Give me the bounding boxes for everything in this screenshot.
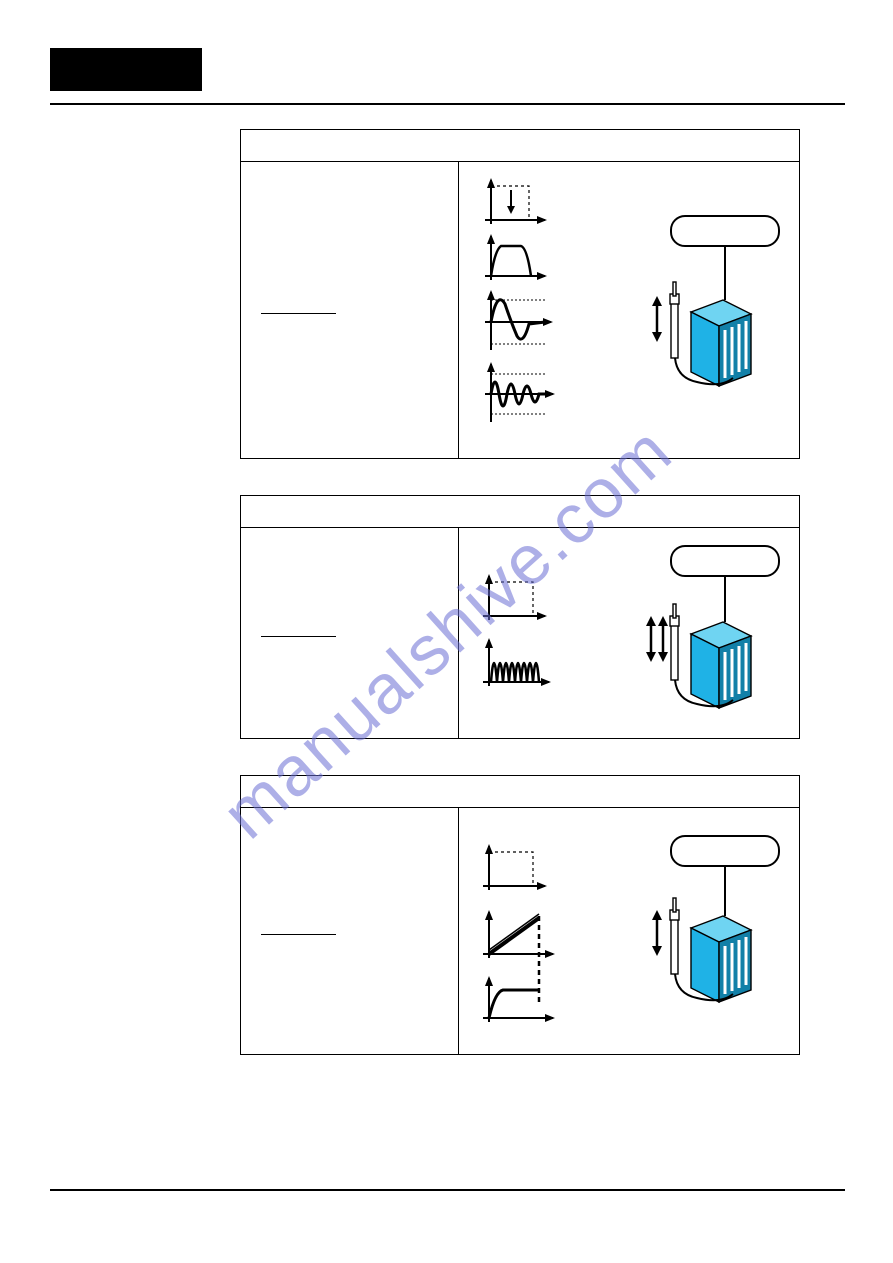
table-c-header xyxy=(241,776,800,808)
table-a-right-cell xyxy=(459,162,800,459)
table-a xyxy=(240,129,800,459)
table-a-wrap xyxy=(240,129,845,459)
table-b-left-cell xyxy=(241,528,459,739)
table-c-diagram xyxy=(471,820,787,1042)
table-b-header xyxy=(241,496,800,528)
table-b-right-cell xyxy=(459,528,800,739)
table-a-left-underline xyxy=(261,313,336,314)
header-black-box xyxy=(50,48,202,91)
table-c-right-cell xyxy=(459,808,800,1055)
table-c-left-cell xyxy=(241,808,459,1055)
table-b-left-underline xyxy=(261,636,336,637)
table-b-wrap xyxy=(240,495,845,739)
footer-rule xyxy=(50,1189,845,1191)
table-c-wrap xyxy=(240,775,845,1055)
table-b xyxy=(240,495,800,739)
table-c xyxy=(240,775,800,1055)
table-a-left-cell xyxy=(241,162,459,459)
header-rule xyxy=(50,103,845,105)
table-a-diagram xyxy=(471,174,787,446)
table-c-left-underline xyxy=(261,934,336,935)
table-a-header xyxy=(241,130,800,162)
table-b-diagram xyxy=(471,540,787,726)
